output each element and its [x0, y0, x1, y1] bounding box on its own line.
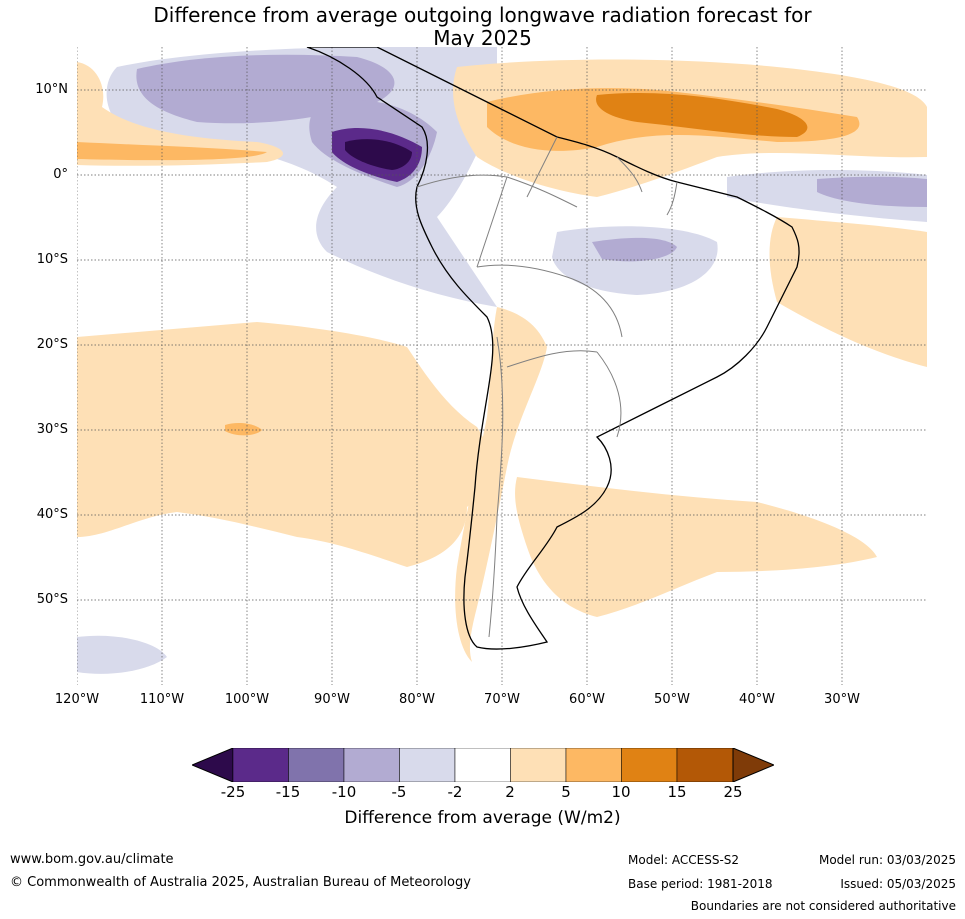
lon-label-30w: 30°W [824, 692, 860, 707]
positive-anomaly-south-atlantic [515, 477, 877, 617]
lon-label-90w: 90°W [314, 692, 350, 707]
lat-label-40s: 40°S [36, 507, 68, 522]
colorbar-tick-10: 25 [723, 783, 743, 801]
lat-label-20s: 20°S [36, 337, 68, 352]
graticule [77, 47, 927, 685]
colorbar-tick-9: 15 [667, 783, 687, 801]
model-text: Model: ACCESS-S2 [628, 853, 740, 867]
colorbar-bin-3 [343, 748, 400, 782]
negative-anomaly-region-southwest [77, 635, 167, 674]
negative-anomaly-region-brazil-core [592, 237, 677, 262]
colorbar-tick-1: -25 [220, 783, 246, 801]
country-borders [416, 136, 678, 638]
base-period-text: Base period: 1981-2018 [628, 877, 773, 891]
positive-anomaly-band-north-pacific [77, 62, 284, 166]
model-run-text: Model run: 03/03/2025 [818, 853, 956, 867]
colorbar-bin-1 [232, 748, 289, 782]
title-line-2: May 2025 [433, 26, 532, 50]
colorbar-arrow-left [192, 748, 234, 782]
positive-anomaly-south-pacific-spot [225, 422, 262, 436]
positive-anomaly-north-core-b [596, 92, 808, 137]
colorbar-bin-4 [399, 748, 456, 782]
anomaly-map [77, 47, 927, 685]
colorbar-label: Difference from average (W/m2) [344, 808, 621, 828]
colorbar-bin-9 [676, 748, 734, 782]
colorbar-bin-2 [288, 748, 345, 782]
colorbar [192, 748, 774, 782]
lon-label-80w: 80°W [399, 692, 435, 707]
colorbar-bin-6 [510, 748, 567, 782]
website-link[interactable]: www.bom.gov.au/climate [10, 852, 174, 867]
lat-label-10s: 10°S [36, 252, 68, 267]
issued-text: Issued: 05/03/2025 [840, 877, 956, 891]
copyright-text: © Commonwealth of Australia 2025, Austra… [10, 875, 471, 890]
colorbar-tick-3: -10 [331, 783, 357, 801]
negative-anomaly-core-peak [345, 139, 412, 170]
colorbar-tick-7: 5 [561, 783, 571, 801]
lon-label-100w: 100°W [224, 692, 270, 707]
disclaimer-text: Boundaries are not considered authoritat… [690, 899, 956, 913]
south-america-coastline [306, 47, 800, 650]
map-title: Difference from average outgoing longwav… [0, 4, 965, 50]
title-line-1: Difference from average outgoing longwav… [153, 3, 812, 27]
negative-anomaly-region-atlantic-core [817, 176, 927, 207]
lat-label-50s: 50°S [36, 592, 68, 607]
lat-label-10n: 10°N [35, 82, 68, 97]
colorbar-tick-6: 2 [505, 783, 515, 801]
lon-label-120w: 120°W [54, 692, 100, 707]
positive-anomaly-south-pacific [77, 322, 490, 567]
lon-label-50w: 50°W [654, 692, 690, 707]
lon-label-60w: 60°W [569, 692, 605, 707]
colorbar-tick-5: -2 [447, 783, 463, 801]
colorbar-arrow-right [732, 748, 774, 782]
colorbar-tick-4: -5 [391, 783, 407, 801]
colorbar-bin-5 [454, 748, 511, 782]
colorbar-tick-8: 10 [611, 783, 631, 801]
colorbar-bin-8 [621, 748, 678, 782]
lon-label-70w: 70°W [484, 692, 520, 707]
colorbar-tick-2: -15 [275, 783, 301, 801]
positive-anomaly-band-north-pacific-core [77, 142, 267, 161]
positive-anomaly-andes [455, 307, 547, 662]
positive-anomaly-east-atlantic [769, 217, 927, 367]
colorbar-bin-7 [565, 748, 622, 782]
lon-label-40w: 40°W [739, 692, 775, 707]
lon-label-110w: 110°W [139, 692, 185, 707]
lat-label-0: 0° [53, 167, 68, 182]
lat-label-30s: 30°S [36, 422, 68, 437]
